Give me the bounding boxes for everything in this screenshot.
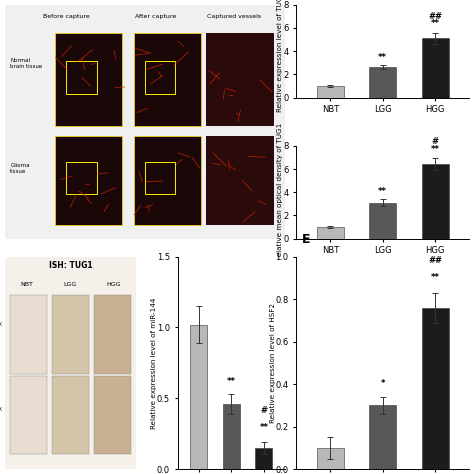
Bar [10, 295, 47, 374]
Bar [369, 203, 396, 239]
Text: **: ** [431, 273, 440, 282]
Bar [134, 33, 201, 127]
Text: ##: ## [428, 12, 442, 21]
Bar [94, 295, 131, 374]
Bar [369, 67, 396, 98]
Text: Normal
brain tissue: Normal brain tissue [10, 58, 43, 69]
Text: **: ** [259, 423, 268, 432]
Text: #: # [432, 137, 439, 146]
Bar [134, 136, 201, 225]
Y-axis label: Relative expression level of HSF2: Relative expression level of HSF2 [270, 303, 275, 423]
Bar [317, 227, 344, 239]
Text: NBT: NBT [20, 282, 34, 287]
Bar [369, 405, 396, 469]
Bar [55, 136, 122, 225]
Bar [317, 86, 344, 98]
Bar [66, 163, 97, 193]
Y-axis label: Relative mean optical density of TUG1: Relative mean optical density of TUG1 [277, 123, 283, 261]
Bar [145, 61, 175, 94]
Bar [66, 61, 97, 94]
Bar [55, 33, 122, 127]
Text: **: ** [378, 187, 387, 196]
Text: **: ** [431, 145, 440, 154]
Text: LGG: LGG [64, 282, 77, 287]
Text: Before capture: Before capture [43, 14, 90, 19]
Bar [207, 136, 274, 225]
Text: **: ** [431, 19, 440, 28]
Text: **: ** [378, 53, 387, 62]
Bar [317, 448, 344, 469]
Text: ##: ## [428, 256, 442, 265]
Bar [191, 325, 207, 469]
Text: **: ** [227, 377, 236, 386]
Y-axis label: Relative expression level of TUG1: Relative expression level of TUG1 [277, 0, 283, 112]
Bar [255, 448, 272, 469]
Bar [10, 376, 47, 455]
Text: E: E [301, 233, 310, 246]
Text: #: # [260, 406, 267, 415]
Bar [421, 308, 449, 469]
Bar [207, 33, 274, 127]
Y-axis label: Relative expression level of miR-144: Relative expression level of miR-144 [151, 297, 157, 428]
Bar [421, 38, 449, 98]
Bar [421, 164, 449, 239]
Bar [94, 376, 131, 455]
Text: ISH: TUG1: ISH: TUG1 [48, 261, 92, 270]
Text: 0 X: 0 X [0, 407, 2, 412]
Text: After capture: After capture [136, 14, 177, 19]
Bar [52, 376, 89, 455]
Text: Glioma
tissue: Glioma tissue [10, 163, 30, 174]
Bar [145, 163, 175, 193]
Text: *: * [381, 379, 385, 388]
Bar [223, 404, 240, 469]
Text: HGG: HGG [106, 282, 121, 287]
Text: Captured vessels: Captured vessels [208, 14, 262, 19]
Bar [52, 295, 89, 374]
Text: 0 X: 0 X [0, 322, 2, 327]
